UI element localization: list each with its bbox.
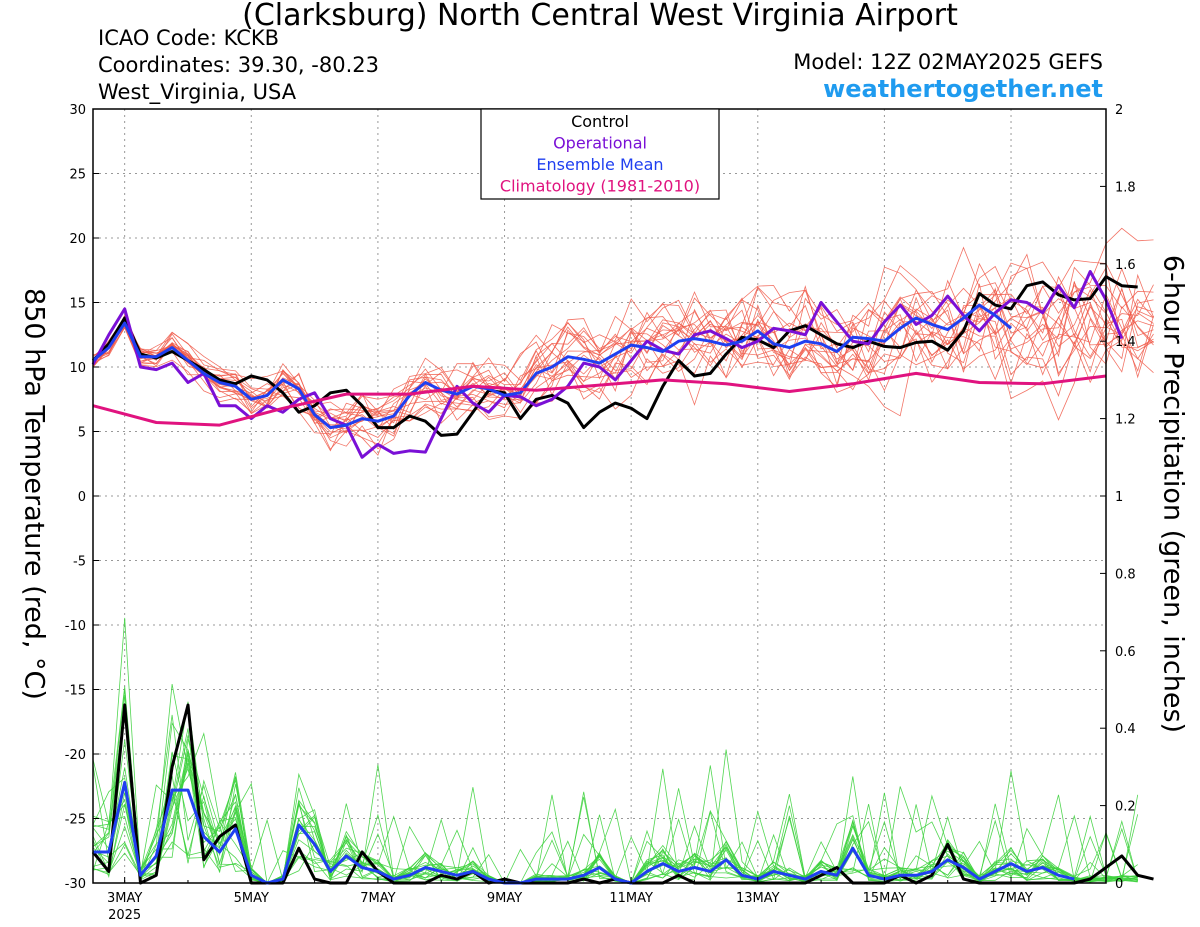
x-tick-label: 7MAY — [360, 891, 395, 906]
y-tick-label: -25 — [65, 813, 86, 828]
legend-item: Ensemble Mean — [536, 155, 663, 174]
y-tick-label-right: 0.4 — [1115, 722, 1136, 737]
grid — [93, 109, 1106, 883]
precip-member-line — [92, 686, 1138, 884]
x-tick-label: 13MAY — [736, 891, 780, 906]
y-tick-label-right: 1.6 — [1115, 258, 1136, 273]
y-tick-label-right: 2 — [1115, 103, 1123, 118]
temp-member-line — [92, 246, 1154, 424]
y-tick-label: 30 — [69, 103, 86, 118]
y-tick-label-right: 0.8 — [1115, 567, 1136, 582]
y-tick-label-right: 0.6 — [1115, 645, 1136, 660]
x-tick-label: 5MAY — [234, 891, 269, 906]
y-tick-label: -5 — [73, 555, 86, 570]
legend-item: Control — [571, 112, 629, 131]
x-tick-label: 15MAY — [863, 891, 907, 906]
operational-temp-line — [91, 270, 1124, 459]
ensemble-mean-precip-line — [93, 780, 1075, 885]
temp-member-line — [92, 281, 1154, 451]
x-tick-sublabel: 2025 — [108, 908, 141, 923]
x-ticks: 3MAY 2025 5MAY 7MAY 9MAY 11MAY 13MAY 15MAY 17MAY — [107, 877, 1075, 923]
x-tick-label: 3MAY — [107, 891, 142, 906]
precip-member-line — [92, 684, 1139, 884]
legend-item: Operational — [553, 134, 647, 153]
y-tick-label: 10 — [69, 361, 86, 376]
model-run: Model: 12Z 02MAY2025 GEFS — [793, 50, 1103, 74]
y-tick-label: -10 — [65, 619, 86, 634]
precip-member-line — [92, 767, 1139, 884]
series-lines — [91, 270, 1154, 885]
legend-box — [480, 108, 720, 200]
y-tick-label-right: 1 — [1115, 490, 1123, 505]
climatology-1981-2010-temp-line — [92, 371, 1107, 427]
legend: Control Operational Ensemble Mean Climatolo… — [480, 108, 720, 200]
precip-member-line — [92, 706, 1138, 884]
y-tick-label-right: 0 — [1115, 877, 1123, 892]
location: West_Virginia, USA — [98, 80, 297, 104]
y-tick-label: 20 — [69, 232, 86, 247]
y-tick-label: 25 — [69, 168, 86, 183]
precip-member-line — [92, 617, 1138, 885]
legend-item: Climatology (1981-2010) — [500, 177, 700, 196]
control-temp-line — [91, 275, 1138, 437]
coordinates: Coordinates: 39.30, -80.23 — [98, 53, 379, 77]
page-title: (Clarksburg) North Central West Virginia… — [242, 0, 958, 33]
y-tick-label-right: 1.8 — [1115, 180, 1136, 195]
y-ticks-right: 2 1.8 1.6 1.4 1.2 1 0.8 0.6 0.4 0.2 0 — [1100, 103, 1136, 892]
temp-member-line — [92, 265, 1154, 420]
site-link[interactable]: weathertogether.net — [823, 75, 1103, 103]
y-tick-label: -30 — [65, 877, 86, 892]
icao-code: ICAO Code: KCKB — [98, 26, 280, 50]
precip-member-line — [92, 701, 1138, 884]
x-tick-label: 9MAY — [487, 891, 522, 906]
y-tick-label: 15 — [69, 297, 86, 312]
y-tick-label: -15 — [65, 684, 86, 699]
precip-member-line — [92, 695, 1138, 884]
y-tick-label: 0 — [78, 490, 86, 505]
ensemble-members — [92, 227, 1154, 885]
x-tick-label: 17MAY — [989, 891, 1033, 906]
ensemble-mean-temp-line — [92, 303, 1012, 430]
y-tick-label-right: 1.4 — [1115, 335, 1136, 350]
y-ticks-left: 30 25 20 15 10 5 0 -5 -10 -15 -20 -25 -30 — [65, 103, 99, 892]
y-tick-label: 5 — [78, 426, 86, 441]
y-tick-label-right: 1.2 — [1115, 413, 1136, 428]
y-tick-label: -20 — [65, 748, 86, 763]
temp-member-line — [92, 266, 1154, 437]
y-tick-label-right: 0.2 — [1115, 800, 1136, 815]
x-tick-label: 11MAY — [609, 891, 653, 906]
